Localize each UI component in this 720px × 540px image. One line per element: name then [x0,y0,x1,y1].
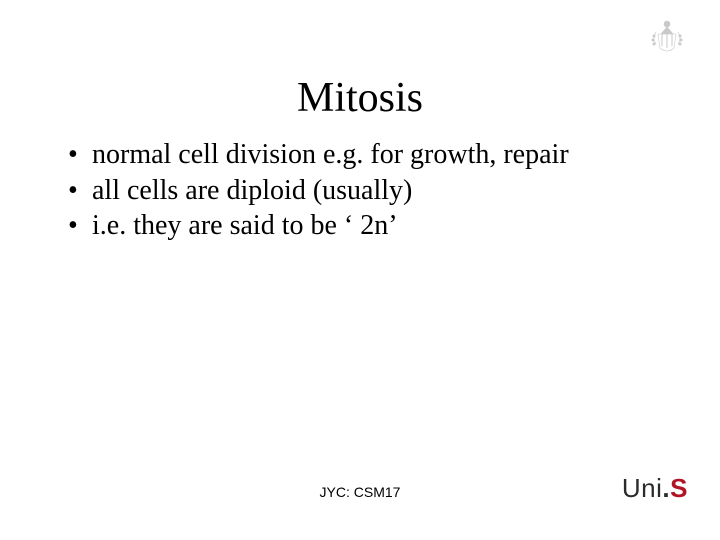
bullet-item: normal cell division e.g. for growth, re… [68,138,660,172]
crest-icon [644,12,690,58]
bullet-list: normal cell division e.g. for growth, re… [68,138,660,245]
university-logo: Uni.S [622,473,688,504]
bullet-item: i.e. they are said to be ‘ 2n’ [68,209,660,243]
footer-text: JYC: CSM17 [0,484,720,500]
logo-dot: . [662,473,670,503]
logo-uni: Uni [622,473,663,503]
slide: Mitosis normal cell division e.g. for gr… [0,0,720,540]
slide-title: Mitosis [0,74,720,122]
logo-s: S [670,473,688,503]
bullet-item: all cells are diploid (usually) [68,174,660,208]
